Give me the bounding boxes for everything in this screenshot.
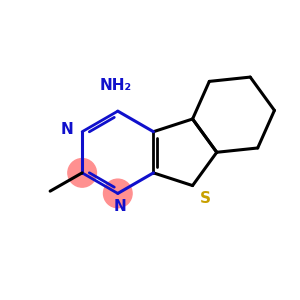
Circle shape [103, 179, 132, 208]
Text: S: S [200, 191, 210, 206]
Circle shape [68, 159, 96, 187]
Text: N: N [60, 122, 73, 137]
Text: N: N [114, 199, 127, 214]
Text: NH₂: NH₂ [99, 78, 132, 93]
